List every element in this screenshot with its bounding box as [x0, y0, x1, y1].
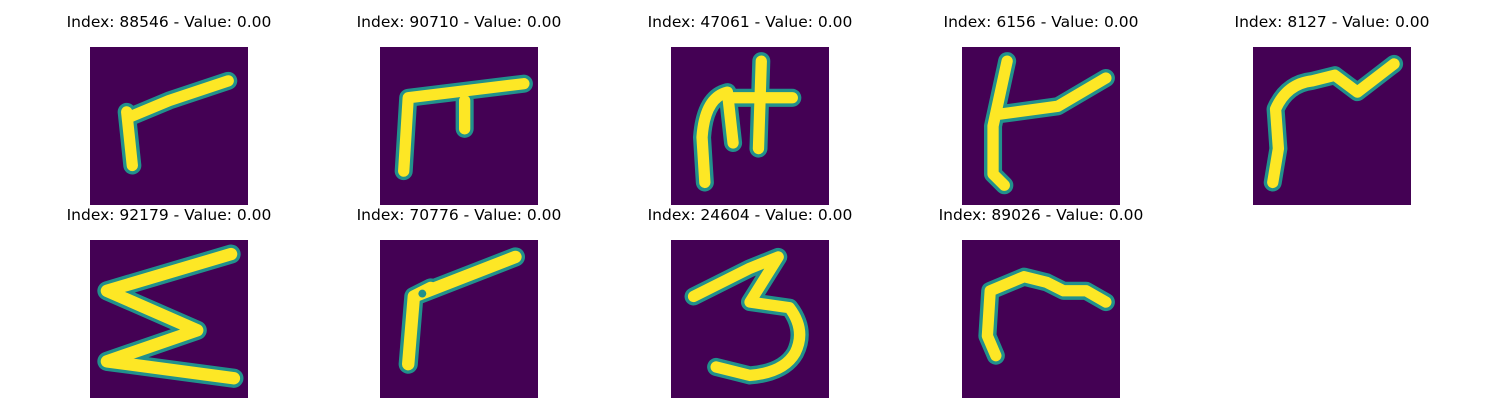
- cell-title: Index: 6156 - Value: 0.00: [943, 13, 1139, 31]
- cell-title: Index: 47061 - Value: 0.00: [647, 13, 853, 31]
- digit-image: [962, 240, 1120, 398]
- grid-cell: Index: 89026 - Value: 0.00: [939, 206, 1143, 398]
- digit-image: [671, 240, 829, 398]
- digit-image: [380, 240, 538, 398]
- cell-title: Index: 89026 - Value: 0.00: [938, 206, 1144, 224]
- cell-title: Index: 8127 - Value: 0.00: [1234, 13, 1430, 31]
- grid-cell: Index: 6156 - Value: 0.00: [944, 13, 1138, 205]
- grid-cell: Index: 47061 - Value: 0.00: [648, 13, 852, 205]
- grid-cell: Index: 90710 - Value: 0.00: [357, 13, 561, 205]
- grid-cell: Index: 8127 - Value: 0.00: [1235, 13, 1429, 205]
- digit-image: [962, 47, 1120, 205]
- cell-title: Index: 90710 - Value: 0.00: [356, 13, 562, 31]
- cell-title: Index: 24604 - Value: 0.00: [647, 206, 853, 224]
- cell-title: Index: 70776 - Value: 0.00: [356, 206, 562, 224]
- digit-image: [90, 47, 248, 205]
- grid-cell: Index: 24604 - Value: 0.00: [648, 206, 852, 398]
- cell-title: Index: 88546 - Value: 0.00: [66, 13, 272, 31]
- digit-image: [90, 240, 248, 398]
- cell-title: Index: 92179 - Value: 0.00: [66, 206, 272, 224]
- grid-cell: Index: 92179 - Value: 0.00: [67, 206, 271, 398]
- grid-cell: Index: 88546 - Value: 0.00: [67, 13, 271, 205]
- digit-image: [1253, 47, 1411, 205]
- digit-image: [380, 47, 538, 205]
- grid-cell: Index: 70776 - Value: 0.00: [357, 206, 561, 398]
- digit-image: [671, 47, 829, 205]
